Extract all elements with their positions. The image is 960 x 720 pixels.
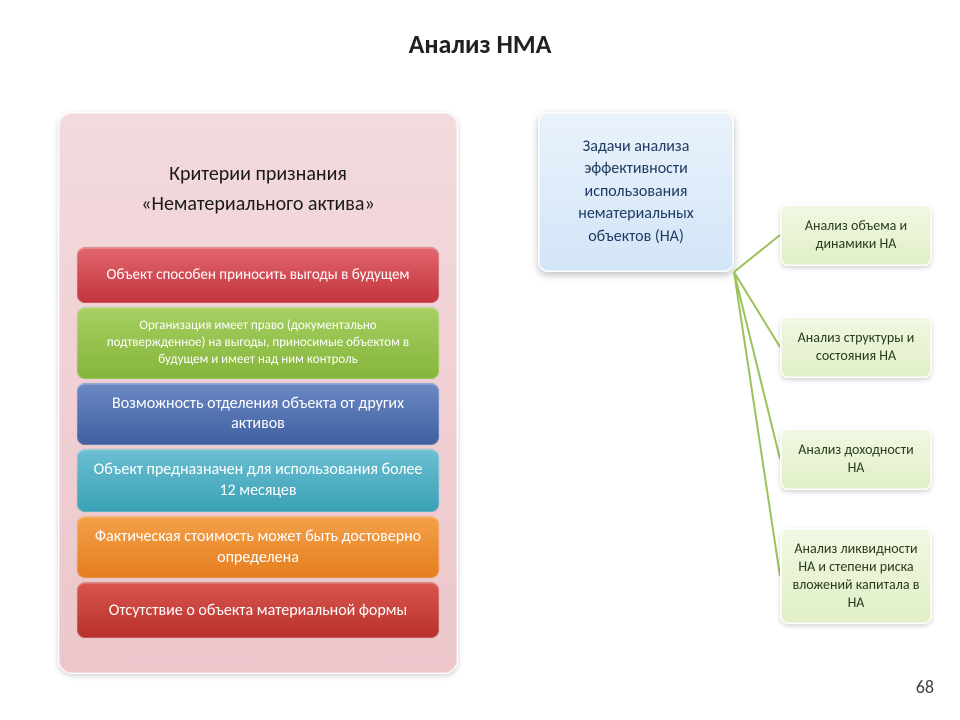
criteria-item-2: Организация имеет право (документально п… bbox=[77, 307, 439, 379]
task-item-4: Анализ ликвидности НА и степени риска вл… bbox=[780, 528, 932, 624]
criteria-item-5: Фактическая стоимость может быть достове… bbox=[77, 516, 439, 579]
connector-line-2 bbox=[734, 272, 780, 347]
criteria-item-text: Фактическая стоимость может быть достове… bbox=[93, 527, 423, 569]
connector-line-4 bbox=[734, 272, 780, 576]
criteria-item-text: Объект предназначен для использования бо… bbox=[93, 460, 423, 502]
tasks-box-text: Задачи анализа эффективности использован… bbox=[551, 136, 721, 248]
criteria-item-1: Объект способен приносить выгоды в будущ… bbox=[77, 247, 439, 303]
task-item-2: Анализ структуры и состояния НА bbox=[780, 316, 932, 378]
criteria-item-6: Отсутствие о объекта материальной формы bbox=[77, 582, 439, 638]
connector-line-3 bbox=[734, 272, 780, 459]
task-item-text: Анализ объема и динамики НА bbox=[791, 217, 921, 253]
criteria-item-text: Объект способен приносить выгоды в будущ… bbox=[107, 266, 410, 286]
criteria-item-text: Отсутствие о объекта материальной формы bbox=[109, 601, 407, 622]
criteria-item-text: Возможность отделения объекта от других … bbox=[93, 394, 423, 436]
tasks-box: Задачи анализа эффективности использован… bbox=[538, 112, 734, 272]
criteria-item-text: Организация имеет право (документально п… bbox=[93, 318, 423, 369]
page-title: Анализ НМА bbox=[0, 28, 960, 60]
page-number: 68 bbox=[916, 676, 934, 698]
criteria-panel: Критерии признания «Нематериального акти… bbox=[58, 112, 458, 674]
criteria-panel-heading: Критерии признания «Нематериального акти… bbox=[77, 131, 439, 247]
task-item-text: Анализ структуры и состояния НА bbox=[791, 329, 921, 365]
task-item-3: Анализ доходности НА bbox=[780, 428, 932, 490]
task-item-1: Анализ объема и динамики НА bbox=[780, 204, 932, 266]
criteria-heading-line1: Критерии признания bbox=[169, 162, 347, 186]
criteria-item-3: Возможность отделения объекта от других … bbox=[77, 383, 439, 446]
criteria-item-4: Объект предназначен для использования бо… bbox=[77, 449, 439, 512]
criteria-heading-line2: «Нематериального актива» bbox=[141, 192, 374, 216]
criteria-stack: Объект способен приносить выгоды в будущ… bbox=[77, 247, 439, 638]
task-item-text: Анализ ликвидности НА и степени риска вл… bbox=[791, 540, 921, 613]
connector-line-1 bbox=[734, 235, 780, 272]
task-item-text: Анализ доходности НА bbox=[791, 441, 921, 477]
